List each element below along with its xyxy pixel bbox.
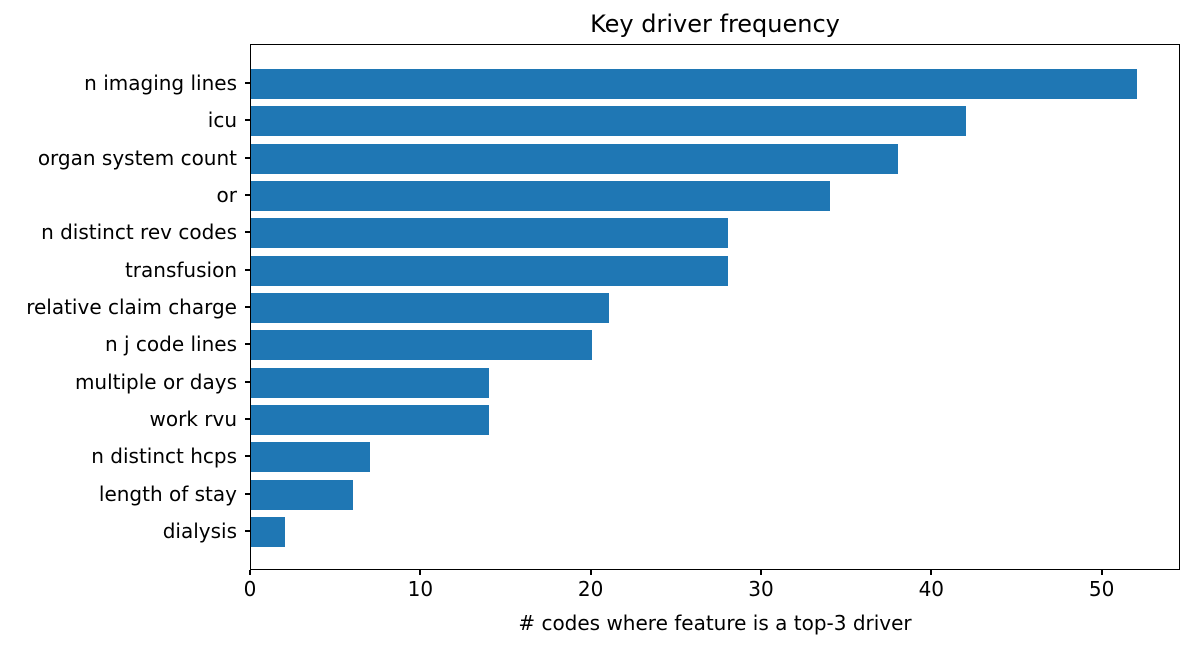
- bar-work-rvu: [251, 405, 490, 436]
- bar-length-of-stay: [251, 479, 354, 510]
- y-tick-label: organ system count: [37, 145, 237, 170]
- y-tick-mark: [245, 380, 250, 383]
- y-tick-label: work rvu: [149, 407, 238, 432]
- x-tick-mark: [419, 570, 422, 575]
- bar-n-distinct-rev-codes: [251, 218, 728, 249]
- y-tick-mark: [245, 455, 250, 458]
- y-tick-mark: [245, 306, 250, 308]
- bar-transfusion: [251, 255, 728, 286]
- y-tick-mark: [245, 81, 250, 84]
- x-tick-mark: [1100, 570, 1103, 575]
- x-tick-mark: [759, 570, 762, 575]
- bar-organ-system-count: [251, 143, 899, 174]
- y-tick-label: multiple or days: [74, 369, 237, 394]
- x-tick-label: 30: [748, 577, 774, 601]
- y-tick-mark: [245, 193, 250, 196]
- bar-relative-claim-charge: [251, 293, 609, 323]
- y-tick-label: dialysis: [162, 519, 237, 544]
- y-tick-mark: [245, 492, 250, 495]
- y-tick-label: n j code lines: [104, 332, 237, 357]
- x-tick-label: 0: [243, 577, 257, 601]
- bar-n-distinct-hcps: [251, 442, 371, 473]
- y-tick-mark: [245, 268, 250, 271]
- x-tick-mark: [589, 570, 592, 575]
- y-tick-mark: [245, 231, 250, 234]
- chart-title: Key driver frequency: [590, 10, 840, 38]
- y-tick-label: n distinct hcps: [91, 444, 237, 469]
- x-tick-mark: [930, 570, 933, 575]
- y-tick-mark: [245, 530, 250, 533]
- x-tick-mark: [249, 570, 251, 575]
- x-tick-label: 50: [1088, 577, 1115, 601]
- x-tick-label: 20: [577, 577, 604, 601]
- y-tick-label: relative claim charge: [26, 295, 237, 319]
- y-tick-label: transfusion: [124, 257, 237, 282]
- bar-n-imaging-lines: [251, 68, 1137, 99]
- plot-area: [250, 44, 1180, 570]
- x-tick-label: 10: [407, 577, 434, 601]
- y-tick-label: icu: [207, 108, 237, 133]
- y-tick-mark: [245, 119, 250, 122]
- bar-dialysis: [251, 517, 286, 548]
- y-tick-label: or: [216, 182, 237, 207]
- y-tick-mark: [245, 418, 250, 421]
- y-tick-label: n distinct rev codes: [41, 220, 237, 245]
- y-tick-mark: [245, 343, 250, 346]
- y-tick-label: length of stay: [98, 481, 237, 506]
- y-tick-label: n imaging lines: [84, 70, 237, 95]
- x-tick-label: 40: [918, 577, 945, 601]
- bar-icu: [251, 106, 967, 137]
- y-tick-mark: [245, 156, 250, 159]
- bar-n-j-code-lines: [251, 330, 592, 361]
- bar-or: [251, 180, 831, 211]
- bar-multiple-or-days: [251, 367, 490, 398]
- x-axis-label: # codes where feature is a top-3 driver: [518, 611, 912, 635]
